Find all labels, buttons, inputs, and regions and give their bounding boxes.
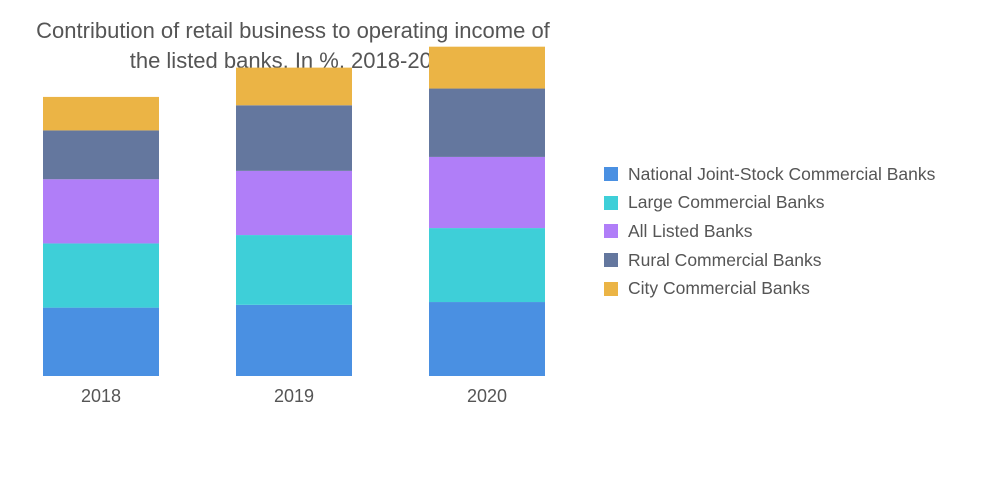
legend-swatch — [604, 224, 618, 239]
legend-item-rural-commercial-banks: Rural Commercial Banks — [604, 246, 935, 275]
bar-2019-city-commercial-banks — [236, 67, 352, 106]
bar-2018-national-joint-stock-commercial-banks — [43, 307, 159, 376]
bar-2020-all-listed-banks — [429, 156, 545, 229]
chart-title-line-1: Contribution of retail business to opera… — [36, 18, 550, 43]
bar-2018-large-commercial-banks — [43, 243, 159, 308]
bar-2018-all-listed-banks — [43, 179, 159, 244]
legend-swatch — [604, 253, 618, 268]
bar-2020-large-commercial-banks — [429, 228, 545, 303]
bar-2020-city-commercial-banks — [429, 46, 545, 89]
legend-label: Rural Commercial Banks — [628, 249, 822, 270]
bar-2020-rural-commercial-banks — [429, 88, 545, 157]
legend-item-city-commercial-banks: City Commercial Banks — [604, 274, 935, 303]
legend-label: Large Commercial Banks — [628, 192, 825, 213]
legend-swatch — [604, 195, 618, 210]
bar-2019-rural-commercial-banks — [236, 105, 352, 171]
bar-2018-city-commercial-banks — [43, 96, 159, 131]
legend-item-large-commercial-banks: Large Commercial Banks — [604, 189, 935, 218]
bar-2019-all-listed-banks — [236, 170, 352, 236]
legend-label: All Listed Banks — [628, 220, 753, 241]
chart-title: Contribution of retail business to opera… — [0, 16, 586, 76]
chart-legend: National Joint-Stock Commercial Banks Lar… — [604, 160, 935, 303]
x-tick-label-2018: 2018 — [81, 386, 121, 406]
x-tick-label-2019: 2019 — [274, 386, 314, 406]
legend-swatch — [604, 281, 618, 296]
bar-2019-large-commercial-banks — [236, 235, 352, 305]
bar-2019-national-joint-stock-commercial-banks — [236, 304, 352, 376]
x-tick-label-2020: 2020 — [467, 386, 507, 406]
bar-2020-national-joint-stock-commercial-banks — [429, 302, 545, 376]
legend-swatch — [604, 167, 618, 182]
legend-item-national-joint-stock-commercial-banks: National Joint-Stock Commercial Banks — [604, 160, 935, 189]
legend-item-all-listed-banks: All Listed Banks — [604, 217, 935, 246]
bar-2018-rural-commercial-banks — [43, 130, 159, 180]
legend-label: National Joint-Stock Commercial Banks — [628, 163, 936, 184]
legend-label: City Commercial Banks — [628, 278, 810, 299]
